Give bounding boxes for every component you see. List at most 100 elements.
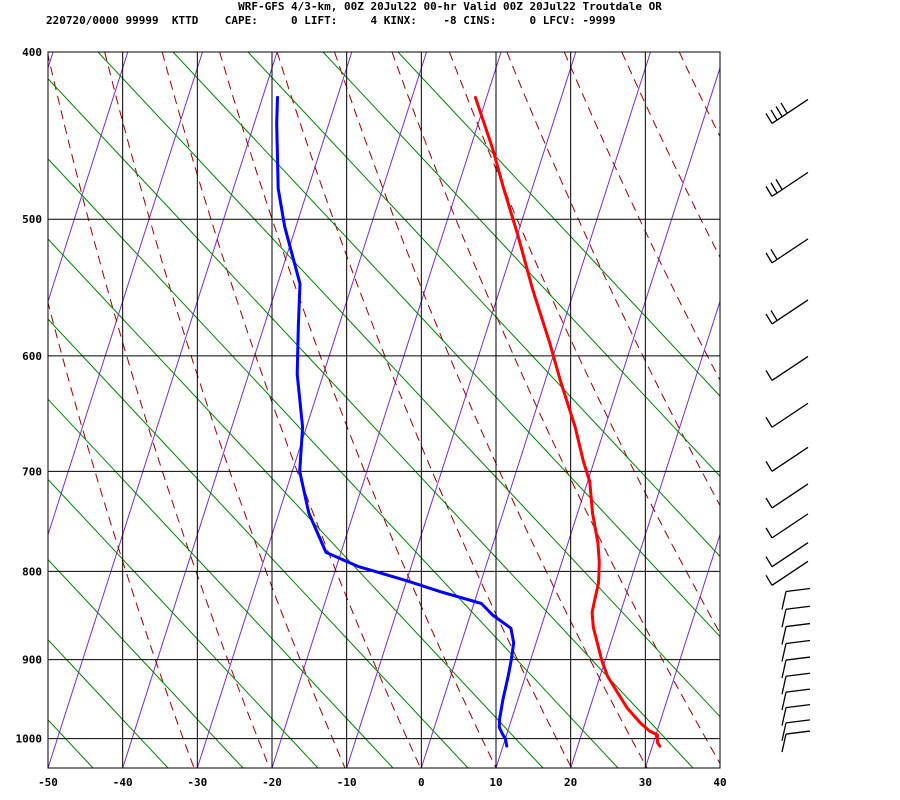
x-tick-label: -30 xyxy=(187,776,207,789)
dewpoint-point xyxy=(276,96,279,99)
wind-barb-flag xyxy=(765,497,773,509)
wind-barb-flag xyxy=(785,656,811,661)
dry-adiabat-line xyxy=(219,52,497,768)
temperature-point xyxy=(549,342,551,345)
isotherm-line xyxy=(719,766,720,768)
wind-barb-staff xyxy=(771,355,809,381)
mixing-ratio-line xyxy=(397,52,720,397)
wind-barb-staff xyxy=(771,446,809,472)
y-tick-label: 700 xyxy=(22,465,42,478)
dry-adiabat-line xyxy=(563,52,720,382)
mixing-ratio-line xyxy=(48,158,619,768)
mixing-ratio-line xyxy=(48,398,394,768)
temperature-point xyxy=(574,426,576,429)
wind-barb xyxy=(781,688,811,711)
isotherm-line xyxy=(196,52,427,768)
dewpoint-point xyxy=(507,675,510,677)
wind-barb-staff xyxy=(771,513,809,539)
wind-barb xyxy=(765,513,809,539)
wind-barb xyxy=(765,98,809,124)
y-tick-label: 600 xyxy=(22,350,42,363)
wind-barb xyxy=(781,672,811,695)
wind-barb-staff xyxy=(771,542,809,568)
dewpoint-point xyxy=(299,283,301,285)
wind-barb-staff xyxy=(771,171,809,197)
x-tick-label: 10 xyxy=(489,776,502,789)
wind-barb-flag xyxy=(765,416,773,428)
dry-adiabat-line xyxy=(621,52,720,259)
mixing-ratio-line xyxy=(0,52,18,768)
temperature-point xyxy=(606,675,609,677)
wind-barb-staff xyxy=(771,483,809,509)
isotherm-line xyxy=(271,52,502,768)
isotherm-line xyxy=(122,52,353,768)
dewpoint-point xyxy=(283,225,286,228)
wind-barb-flag xyxy=(765,574,773,586)
wind-barb-flag xyxy=(765,113,773,124)
wind-barb-flag xyxy=(765,556,773,568)
temperature-point xyxy=(648,730,651,732)
temperature-point xyxy=(502,187,505,190)
temperature-point xyxy=(532,289,534,292)
wind-barb-staff xyxy=(771,560,809,586)
wind-barb xyxy=(765,355,809,381)
background-lines xyxy=(0,52,900,768)
dewpoint-point xyxy=(510,627,512,629)
x-tick-label: -20 xyxy=(262,776,282,789)
temperature-point xyxy=(616,691,619,693)
mixing-ratio-line xyxy=(48,238,544,768)
dry-adiabat-line xyxy=(678,52,720,138)
dewpoint-profile xyxy=(275,95,516,748)
wind-barb xyxy=(765,238,809,264)
dry-adiabat-line xyxy=(448,52,720,635)
wind-barb xyxy=(765,402,809,428)
wind-barb-staff xyxy=(781,643,787,662)
mixing-ratio-line xyxy=(48,77,694,768)
dewpoint-point xyxy=(325,551,327,554)
wind-barb xyxy=(781,605,811,628)
temperature-profile xyxy=(473,95,662,748)
dewpoint-point xyxy=(504,737,507,740)
isotherm-line xyxy=(48,52,278,768)
sounding-stats: 220720/0000 99999 KTTD CAPE: 0 LIFT: 4 K… xyxy=(46,14,616,27)
wind-barb xyxy=(781,622,811,645)
wind-barb-flag xyxy=(785,703,811,709)
wind-barb-flag xyxy=(770,109,778,121)
temperature-point xyxy=(591,512,594,514)
isotherm-line xyxy=(48,52,203,537)
wind-barb-staff xyxy=(781,733,787,753)
temperature-point xyxy=(591,611,593,614)
plot-frame xyxy=(47,51,721,769)
y-tick-label: 800 xyxy=(22,565,42,578)
wind-barb-flag xyxy=(775,106,783,117)
dry-adiabat-line xyxy=(48,300,195,768)
wind-barb-flag xyxy=(765,186,773,197)
wind-barb-staff xyxy=(781,626,787,645)
wind-barb xyxy=(765,299,809,325)
wind-barb-flag xyxy=(785,688,811,693)
wind-barb-flag xyxy=(765,461,773,472)
isotherm-line xyxy=(495,66,720,768)
temperature-point xyxy=(659,745,661,747)
wind-barb-staff xyxy=(781,707,787,726)
temperature-point xyxy=(597,581,600,584)
dewpoint-point xyxy=(502,699,504,701)
wind-barb xyxy=(781,587,811,610)
wind-barb-flag xyxy=(770,182,778,194)
wind-barb-flag xyxy=(785,605,811,610)
dry-adiabat-line xyxy=(161,52,422,768)
wind-barb-staff xyxy=(771,98,809,124)
isotherm-line xyxy=(795,52,900,768)
temperature-point xyxy=(598,561,601,563)
wind-barb-flag xyxy=(785,672,811,677)
y-tick-label: 1000 xyxy=(16,733,43,746)
dry-adiabat-line xyxy=(506,52,720,507)
dewpoint-point xyxy=(439,590,442,593)
mixing-ratio-line xyxy=(97,52,720,718)
wind-barb-flag xyxy=(765,313,773,325)
wind-barb-staff xyxy=(771,299,809,325)
wind-barb-flag xyxy=(770,310,778,321)
dewpoint-point xyxy=(298,470,301,473)
wind-barb-flag xyxy=(785,622,811,628)
mixing-ratio-line xyxy=(172,52,720,638)
